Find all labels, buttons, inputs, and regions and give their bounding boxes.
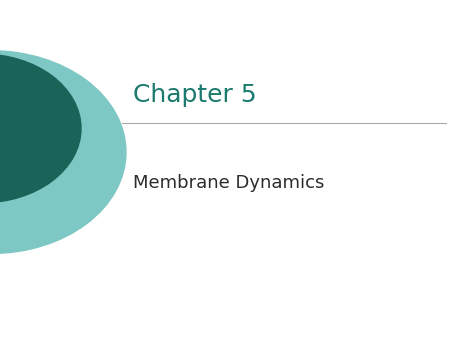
Text: Chapter 5: Chapter 5 xyxy=(133,82,256,107)
Text: Membrane Dynamics: Membrane Dynamics xyxy=(133,173,324,192)
Circle shape xyxy=(0,51,126,253)
Circle shape xyxy=(0,54,81,203)
